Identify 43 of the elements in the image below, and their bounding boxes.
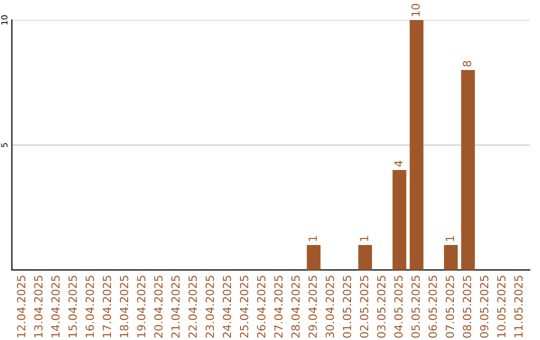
x-tick-label: 06.05.2025 (428, 276, 437, 338)
x-tick-label: 24.04.2025 (222, 276, 232, 338)
x-tick-label: 21.04.2025 (171, 276, 180, 338)
data-label: 1 (360, 236, 368, 241)
x-tick-label: 25.04.2025 (240, 276, 248, 338)
bar (306, 244, 321, 270)
x-tick-label: 05.05.2025 (411, 276, 420, 338)
x-tick-label: 09.05.2025 (480, 276, 488, 338)
bar (358, 244, 372, 270)
x-tick-label: 04.05.2025 (394, 276, 403, 338)
bar (444, 244, 458, 270)
x-tick-label: 15.04.2025 (68, 276, 77, 338)
data-label: 10 (411, 4, 420, 16)
x-tick-label: 22.04.2025 (188, 276, 197, 338)
x-tick-label: 01.05.2025 (342, 276, 352, 338)
x-tick-label: 17.04.2025 (102, 276, 112, 338)
data-label: 8 (462, 60, 472, 67)
x-tick-label: 18.04.2025 (120, 276, 128, 338)
x-tick-label: 16.04.2025 (86, 276, 94, 338)
x-tick-label: 12.04.2025 (16, 276, 26, 338)
bar (410, 20, 424, 270)
bar (392, 170, 406, 270)
data-label: 1 (308, 236, 317, 241)
bar (461, 70, 475, 270)
x-tick-label: 02.05.2025 (360, 276, 368, 338)
x-tick-label: 07.05.2025 (446, 276, 454, 338)
x-tick-label: 13.04.2025 (34, 276, 43, 338)
x-tick-label: 29.04.2025 (308, 276, 317, 338)
x-tick-label: 10.05.2025 (497, 276, 506, 338)
x-tick-label: 26.04.2025 (257, 276, 266, 338)
data-label: 4 (394, 160, 402, 167)
x-tick-label: 19.04.2025 (137, 276, 146, 338)
x-tick-label: 30.04.2025 (326, 276, 334, 338)
x-tick-label: 08.05.2025 (462, 276, 472, 338)
x-tick-label: 11.05.2025 (514, 276, 523, 338)
x-tick-label: 20.04.2025 (154, 276, 163, 338)
x-tick-label: 27.04.2025 (274, 276, 283, 338)
x-tick-label: 28.04.2025 (291, 276, 300, 338)
x-tick-label: 23.04.2025 (206, 276, 214, 338)
x-tick-label: 14.04.2025 (51, 276, 60, 338)
y-tick-label: 5 (1, 143, 8, 148)
x-tick-label: 03.05.2025 (377, 276, 386, 338)
data-label: 1 (446, 236, 454, 241)
